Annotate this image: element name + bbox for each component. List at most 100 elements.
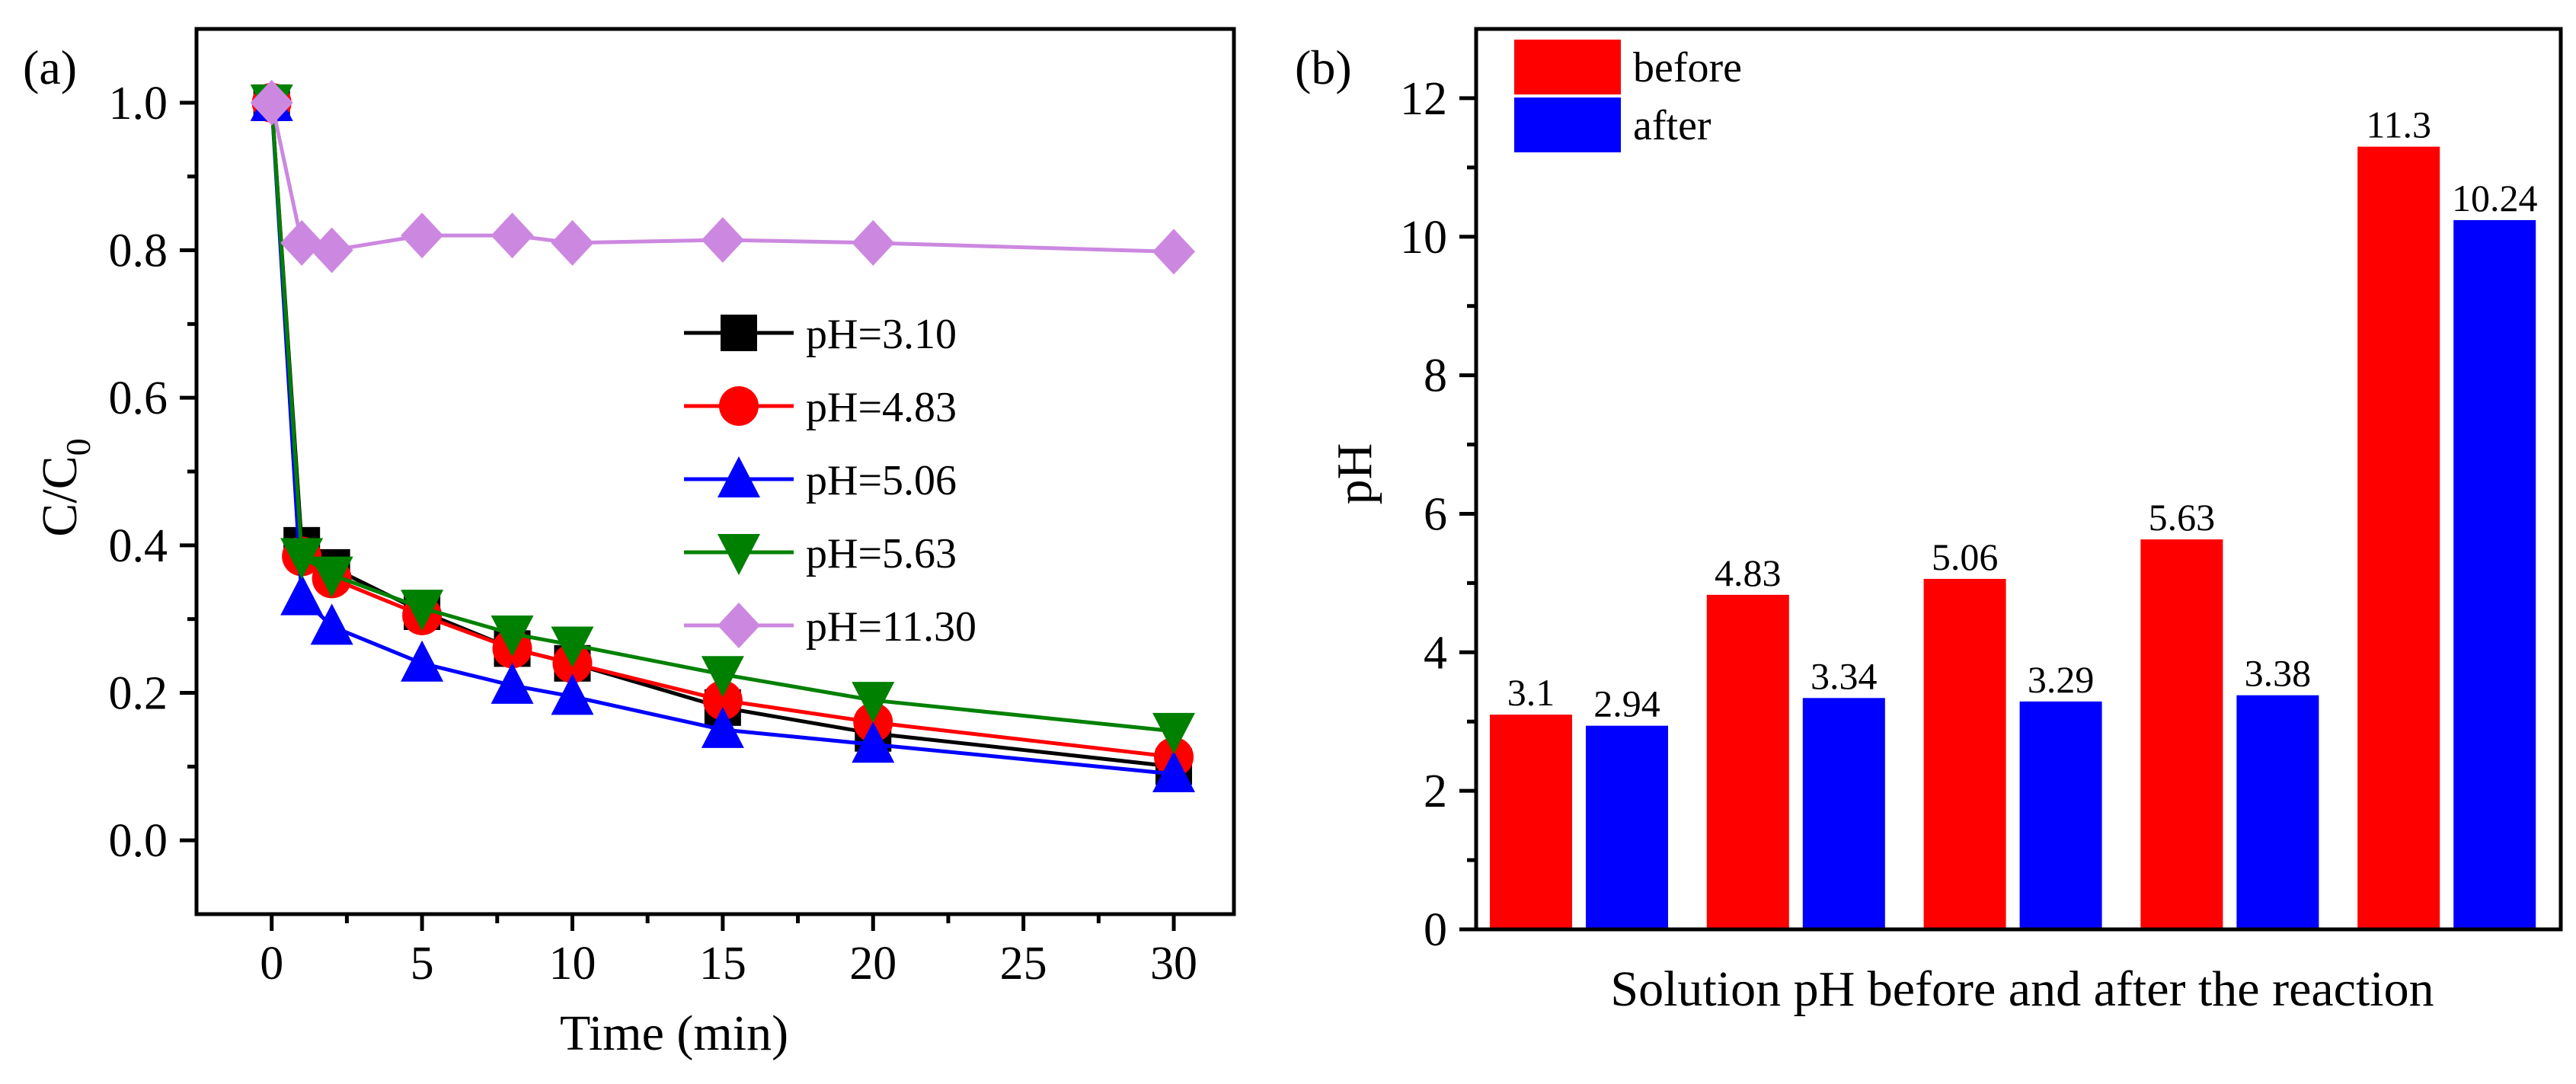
legend-label: pH=11.30 <box>806 603 976 651</box>
panel-b-y-tick-label: 12 <box>1400 73 1447 125</box>
panel-a-y-axis-title: C/C0 <box>32 438 97 536</box>
panel-b-bar-chart: (b) pH Solution pH before and after the … <box>1295 27 2563 1017</box>
panel-a-x-tick-label: 0 <box>260 938 283 990</box>
legend-item: pH=11.30 <box>684 603 976 651</box>
data-point <box>551 219 594 266</box>
panel-b-y-tick-label: 2 <box>1424 766 1447 817</box>
panel-b-plot-frame <box>1474 27 2563 932</box>
panel-a-y-tick-label: 0.0 <box>109 815 168 867</box>
series-pH=5.63 <box>250 84 1196 754</box>
data-point <box>280 574 324 616</box>
data-point <box>401 640 444 682</box>
data-point <box>702 680 743 721</box>
data-point <box>401 213 444 259</box>
panel-a-x-tick-label: 5 <box>411 938 434 990</box>
data-point <box>551 673 594 715</box>
data-point <box>401 590 444 632</box>
legend-marker <box>718 534 760 575</box>
bar-after <box>2453 219 2536 929</box>
bar-after <box>2019 701 2102 929</box>
bar-value-label: 3.38 <box>2245 652 2312 695</box>
bar-value-label: 3.29 <box>2028 658 2095 701</box>
data-point <box>852 721 895 763</box>
legend-label: after <box>1633 102 1711 149</box>
legend-label: pH=4.83 <box>806 384 957 431</box>
legend-swatch <box>1514 40 1621 94</box>
panel-a-x-tick-label: 20 <box>849 938 896 990</box>
data-point <box>250 79 293 126</box>
data-point <box>491 213 534 259</box>
data-point <box>491 616 534 657</box>
panel-a-y-tick-label: 1.0 <box>109 78 168 130</box>
panel-a-label: (a) <box>23 40 77 94</box>
bar-value-label: 4.83 <box>1715 552 1782 594</box>
bar-value-label: 2.94 <box>1593 683 1660 725</box>
panel-b-y-tick-label: 0 <box>1424 904 1447 956</box>
legend-item: after <box>1514 98 1711 152</box>
panel-a-y-tick-label: 0.8 <box>109 225 168 277</box>
data-point <box>491 662 534 704</box>
series-pH=5.06 <box>250 79 1196 793</box>
legend-label: pH=5.63 <box>806 530 957 577</box>
data-point <box>310 603 353 645</box>
panel-a-x-tick-label: 30 <box>1150 938 1197 990</box>
bar-before <box>1923 578 2006 929</box>
data-point <box>280 219 324 266</box>
legend-label: before <box>1633 44 1742 91</box>
data-point <box>701 656 744 698</box>
legend-swatch <box>1514 98 1621 152</box>
panel-b-y-tick-label: 10 <box>1400 212 1447 264</box>
panel-a-x-tick-label: 15 <box>699 938 746 990</box>
data-point <box>1152 712 1196 754</box>
bar-value-label: 3.34 <box>1811 654 1878 697</box>
panel-a-y-tick-label: 0.4 <box>109 520 168 572</box>
panel-a-x-axis-title: Time (min) <box>560 1006 788 1061</box>
legend-item: pH=5.06 <box>684 456 957 504</box>
series-pH=11.30 <box>250 79 1196 275</box>
panel-a-x-tick-label: 25 <box>1000 938 1047 990</box>
data-point <box>1152 229 1196 275</box>
legend-item: before <box>1514 40 1742 94</box>
legend-marker <box>721 315 757 351</box>
bar-after <box>1586 725 1668 929</box>
panel-a-y-axis-title-subscript: 0 <box>59 438 97 456</box>
data-point <box>551 626 594 668</box>
bar-after <box>2236 695 2319 929</box>
legend-marker <box>718 603 760 648</box>
panel-b-y-axis-title: pH <box>1327 443 1382 505</box>
panel-b-legend: before after <box>1514 40 1742 152</box>
data-point <box>310 227 353 273</box>
bar-value-label: 5.63 <box>2149 496 2216 539</box>
panel-b-y-tick-label: 6 <box>1424 488 1447 540</box>
legend-marker <box>718 456 760 497</box>
bar-value-label: 5.06 <box>1932 536 1999 578</box>
panel-a-y-tick-label: 0.6 <box>109 373 168 424</box>
panel-a-y-tick-label: 0.2 <box>109 668 168 720</box>
data-point <box>310 556 353 598</box>
bar-before <box>1706 594 1789 929</box>
panel-b-y-tick-label: 8 <box>1424 350 1447 402</box>
legend-marker <box>719 386 759 426</box>
legend-label: pH=5.06 <box>806 457 957 504</box>
panel-a-line-chart: (a) C/C0 Time (min) 0 5 10 15 20 25 300.00.20.… <box>23 27 1236 1061</box>
panel-b-label: (b) <box>1295 40 1352 94</box>
panel-a-plot-frame <box>194 27 1236 916</box>
data-point <box>852 219 895 266</box>
panel-a-y-axis-title-main: C/C <box>32 456 88 536</box>
bar-after <box>1802 698 1885 929</box>
bar-value-label: 3.1 <box>1507 671 1555 714</box>
panel-b-y-tick-label: 4 <box>1424 627 1447 679</box>
bar-before <box>2140 539 2223 929</box>
legend-item: pH=5.63 <box>684 530 957 577</box>
bar-value-label: 10.24 <box>2452 177 2538 219</box>
bar-value-label: 11.3 <box>2366 104 2431 146</box>
data-point <box>701 706 744 748</box>
panel-a-x-tick-label: 10 <box>548 938 596 990</box>
legend-item: pH=4.83 <box>684 384 957 431</box>
data-point <box>280 538 324 580</box>
data-point <box>701 216 744 263</box>
data-point <box>1152 751 1196 793</box>
legend-label: pH=3.10 <box>806 311 957 358</box>
bar-before <box>2357 146 2440 930</box>
